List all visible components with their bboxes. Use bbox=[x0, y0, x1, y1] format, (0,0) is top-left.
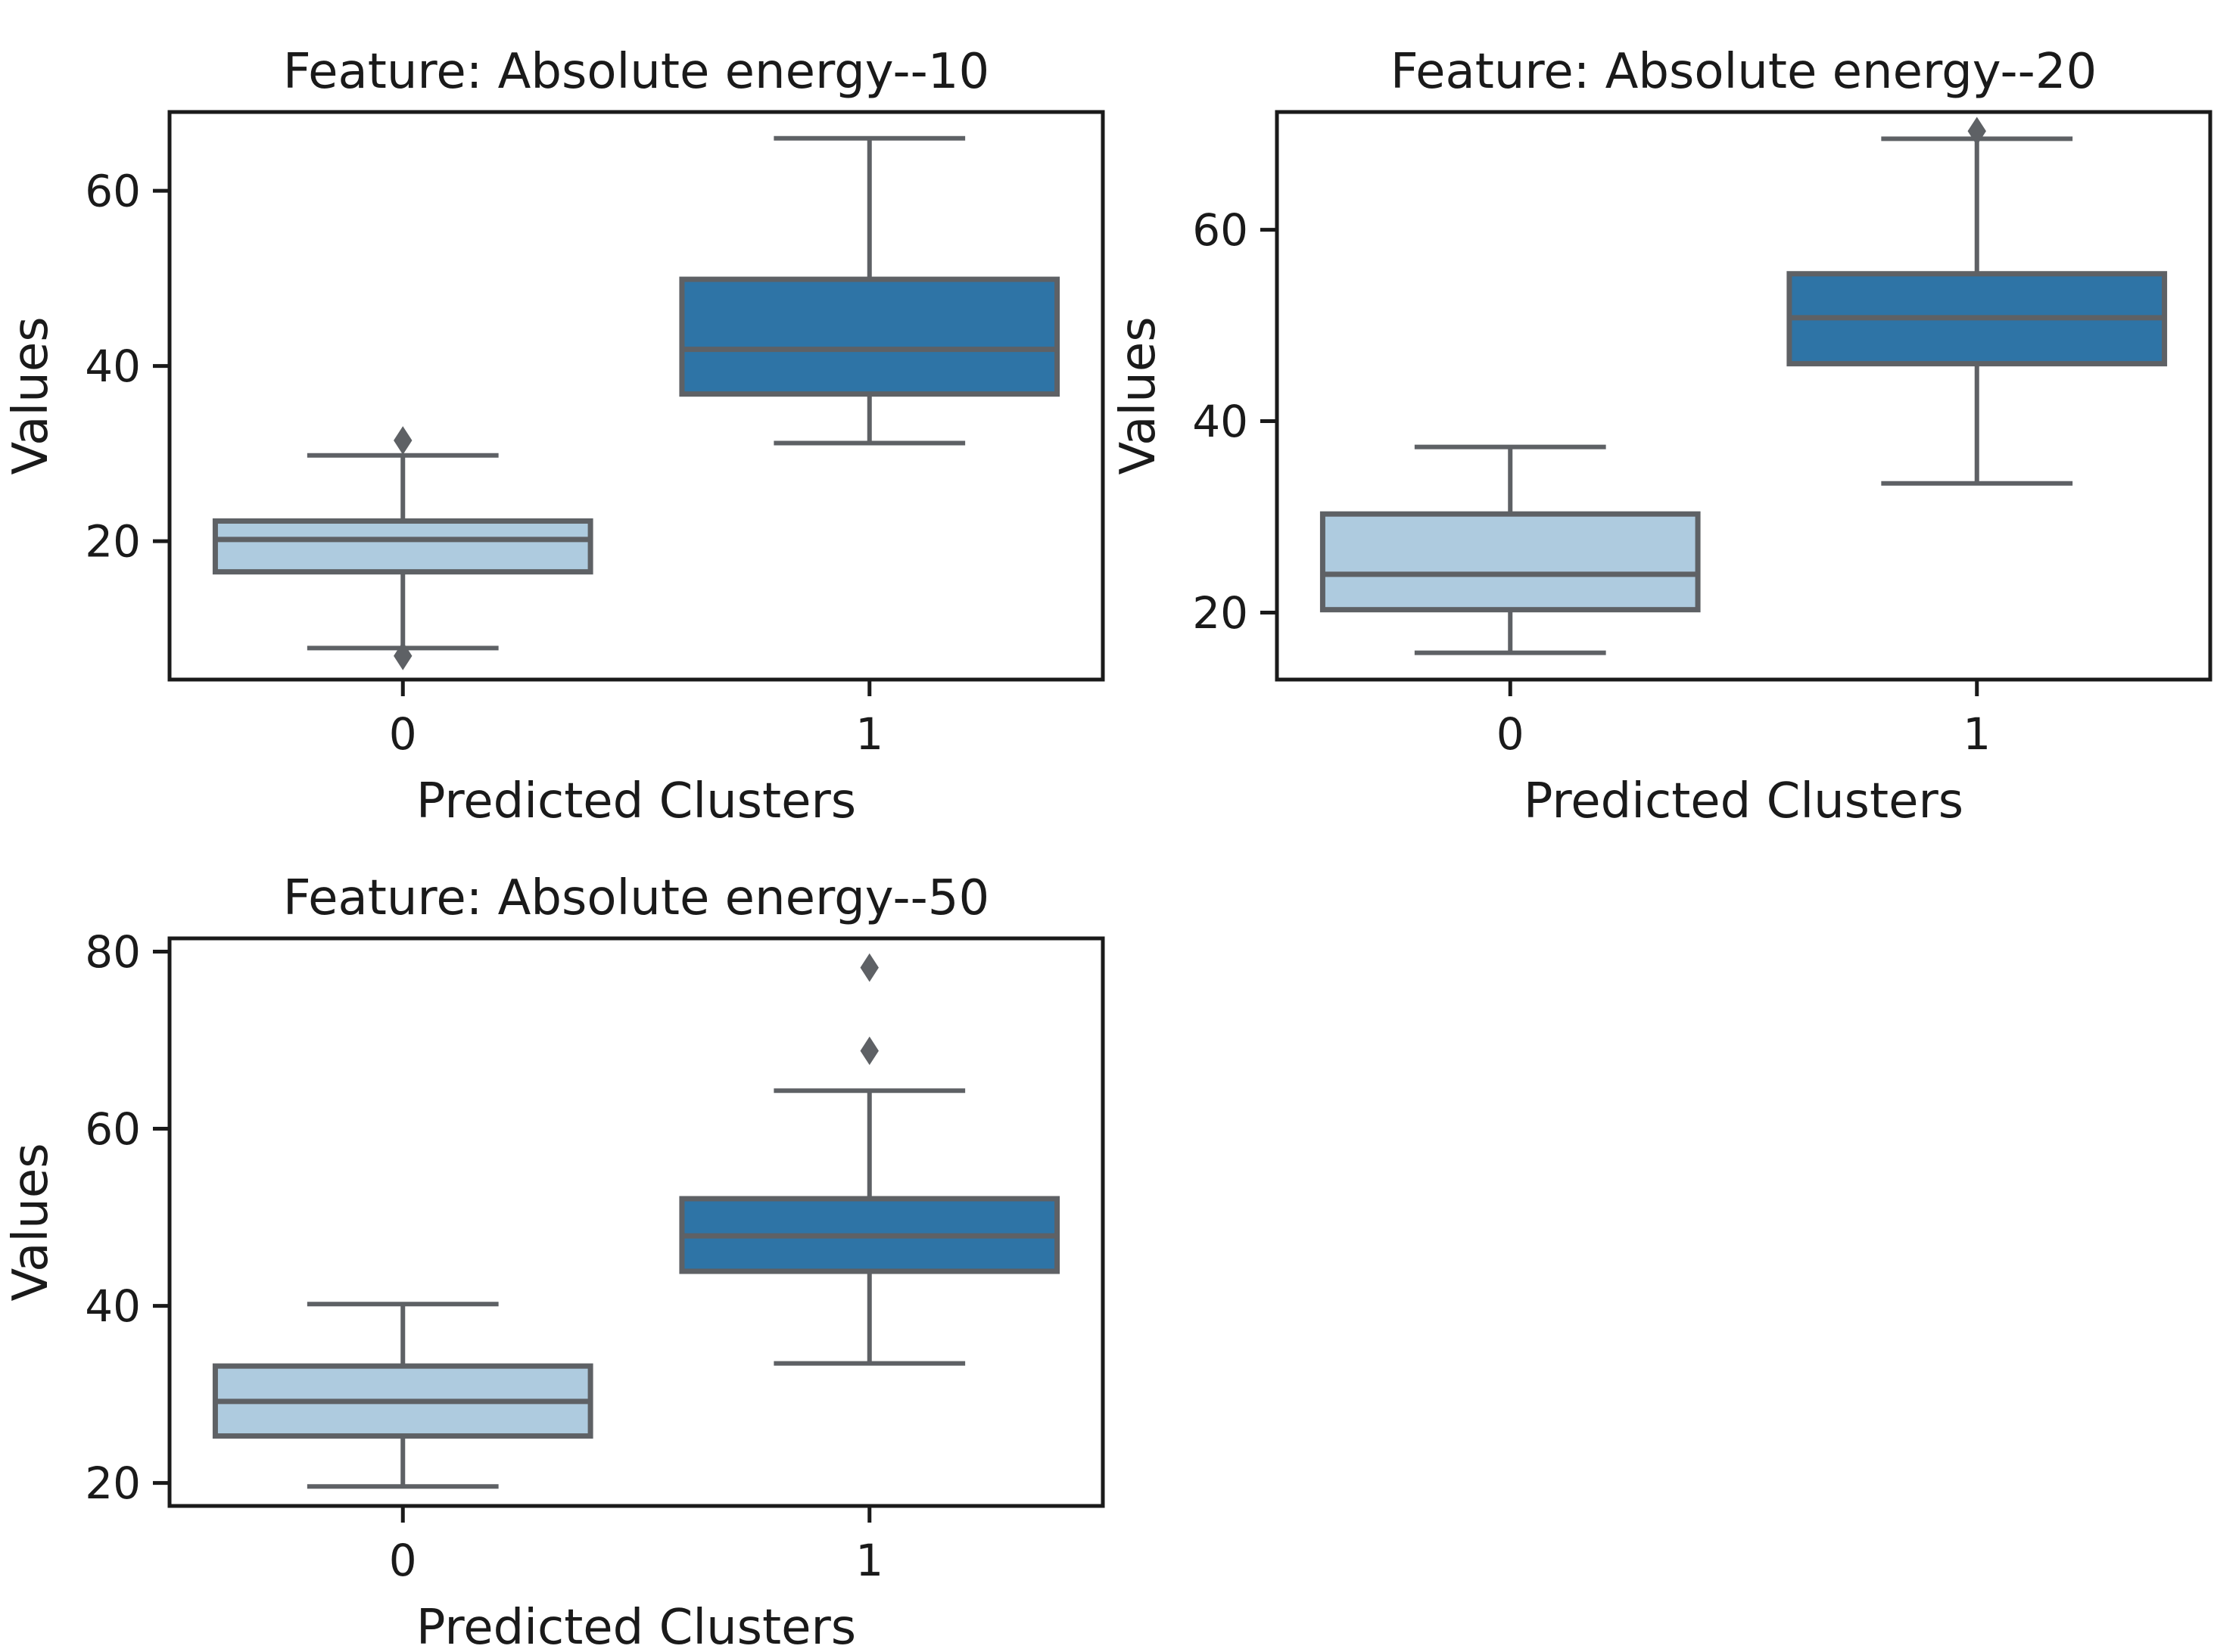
x-axis-label: Predicted Clusters bbox=[1524, 773, 1963, 826]
boxplot-svg-2: Feature: Absolute energy--50 Values 20 40 60… bbox=[3, 870, 1105, 1652]
subplot-absolute-energy-50: Feature: Absolute energy--50 Values 20 40 60… bbox=[0, 826, 1107, 1652]
iqr-box bbox=[679, 276, 1060, 397]
chart-title: Feature: Absolute energy--10 bbox=[283, 44, 989, 100]
axes-spines bbox=[1275, 110, 2212, 682]
box-cluster-1 bbox=[679, 953, 1060, 1366]
y-tick-label: 20 bbox=[85, 515, 141, 567]
box-cluster-1 bbox=[1786, 117, 2168, 486]
box-cluster-1 bbox=[679, 135, 1060, 446]
y-tick-label: 20 bbox=[85, 1458, 141, 1509]
empty-quadrant bbox=[1107, 826, 2214, 1652]
chart-title: Feature: Absolute energy--20 bbox=[1390, 44, 2097, 100]
x-tick-label: 1 bbox=[1963, 708, 1991, 760]
outlier-diamond bbox=[860, 953, 879, 982]
x-tick-label: 1 bbox=[855, 1535, 883, 1586]
y-tick-label: 60 bbox=[85, 1103, 141, 1155]
iqr-box bbox=[212, 518, 593, 575]
outlier-diamond bbox=[1967, 117, 1986, 146]
axes-spines bbox=[167, 110, 1105, 682]
subplot-absolute-energy-20: Feature: Absolute energy--20 Values 20 40 60… bbox=[1107, 0, 2214, 826]
box-cluster-0 bbox=[212, 426, 593, 670]
box-cluster-0 bbox=[212, 1302, 593, 1489]
y-tick-label: 80 bbox=[85, 926, 141, 978]
x-axis-label: Predicted Clusters bbox=[416, 1600, 856, 1652]
subplot-absolute-energy-10: Feature: Absolute energy--10 Values 20 40 60… bbox=[0, 0, 1107, 826]
outlier-diamond bbox=[860, 1036, 879, 1066]
x-axis-label: Predicted Clusters bbox=[416, 773, 856, 826]
y-axis-label: Values bbox=[3, 316, 59, 474]
boxplot-svg-1: Feature: Absolute energy--20 Values 20 40 60… bbox=[1110, 44, 2212, 826]
boxplot-svg-0: Feature: Absolute energy--10 Values 20 40 60… bbox=[3, 44, 1105, 826]
x-tick-label: 0 bbox=[1496, 708, 1524, 760]
y-tick-label: 20 bbox=[1192, 587, 1248, 639]
iqr-box bbox=[1319, 511, 1701, 613]
y-tick-label: 40 bbox=[1192, 396, 1248, 447]
y-tick-label: 60 bbox=[85, 165, 141, 216]
x-tick-label: 0 bbox=[389, 708, 417, 760]
x-tick-label: 1 bbox=[855, 708, 883, 760]
y-axis-label: Values bbox=[1110, 316, 1166, 474]
y-tick-label: 40 bbox=[85, 1280, 141, 1332]
chart-title: Feature: Absolute energy--50 bbox=[283, 870, 989, 926]
outlier-diamond bbox=[394, 641, 413, 670]
axes-spines bbox=[167, 936, 1105, 1508]
box-cluster-0 bbox=[1319, 444, 1701, 655]
y-tick-label: 40 bbox=[85, 341, 141, 392]
x-tick-label: 0 bbox=[389, 1535, 417, 1586]
outlier-diamond bbox=[394, 426, 413, 455]
y-axis-label: Values bbox=[3, 1143, 59, 1301]
y-tick-label: 60 bbox=[1192, 204, 1248, 256]
